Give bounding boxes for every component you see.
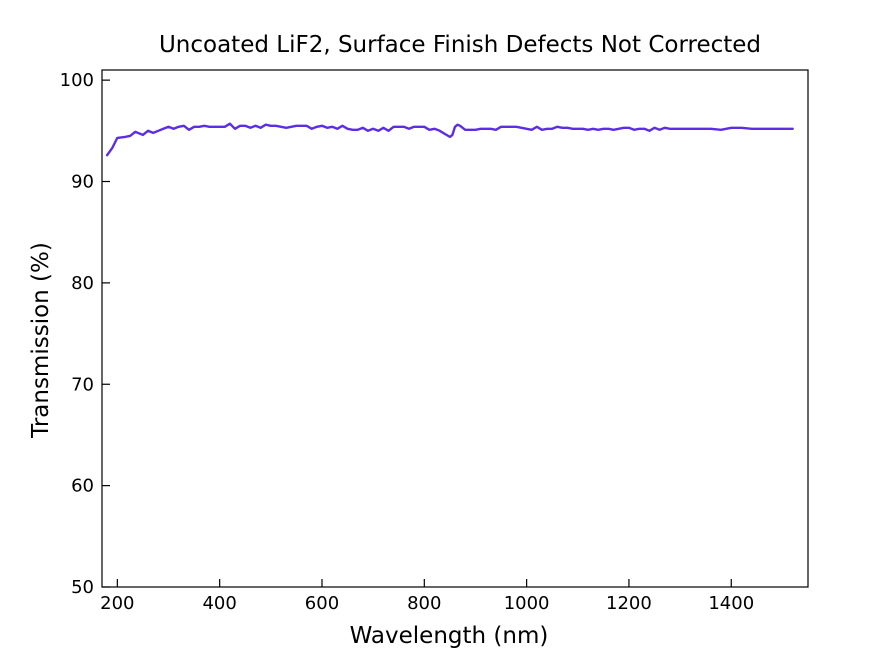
- y-tick-label: 90: [71, 172, 94, 193]
- y-tick-label: 60: [71, 476, 94, 497]
- x-axis-title: Wavelength (nm): [350, 623, 549, 649]
- chart-title: Uncoated LiF2, Surface Finish Defects No…: [159, 32, 761, 58]
- y-tick-label: 80: [71, 273, 94, 294]
- y-tick-label: 100: [60, 70, 94, 91]
- y-tick-label: 50: [71, 577, 94, 598]
- x-tick-label: 1400: [708, 593, 754, 614]
- x-tick-label: 1000: [504, 593, 550, 614]
- x-tick-label: 400: [202, 593, 236, 614]
- y-axis-title: Transmission (%): [28, 242, 54, 439]
- x-tick-label: 1200: [606, 593, 652, 614]
- series-layer: [105, 122, 794, 157]
- series-line: [105, 122, 794, 157]
- x-tick-label: 800: [407, 593, 441, 614]
- plot-area-frame: [101, 69, 809, 588]
- y-tick-label: 70: [71, 374, 94, 395]
- x-tick-label: 600: [305, 593, 339, 614]
- x-tick-label: 200: [100, 593, 134, 614]
- x-axis-ticks: 200 400 600 800 1000 1200 1400: [100, 579, 754, 614]
- y-axis-ticks: 50 60 70 80 90 100: [60, 70, 110, 598]
